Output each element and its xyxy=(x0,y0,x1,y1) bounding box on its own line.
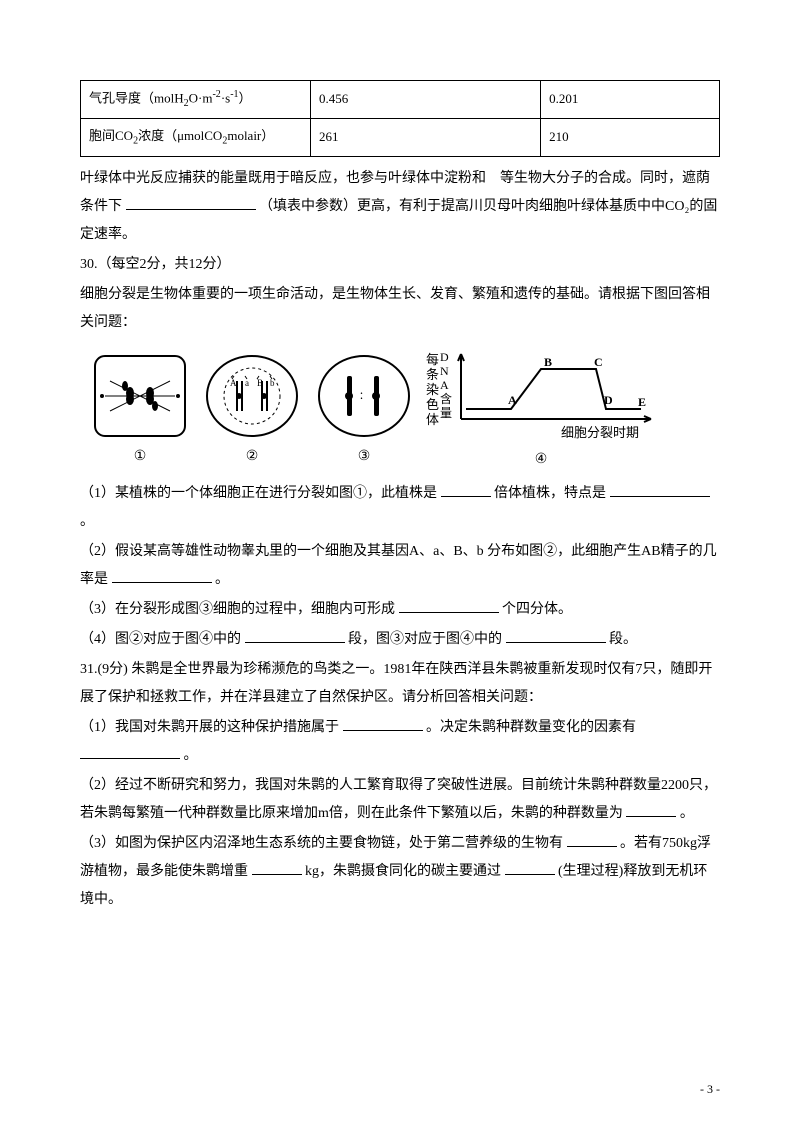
fill-blank xyxy=(245,629,345,643)
fill-blank xyxy=(399,599,499,613)
text: （2）经过不断研究和努力，我国对朱鹮的人工繁育取得了突破性进展。目前统计朱鹮种群… xyxy=(80,778,717,821)
q31-1: （1）我国对朱鹮开展的这种保护措施属于 。决定朱鹮种群数量变化的因素有 。 xyxy=(80,714,720,770)
text: （4）图②对应于图④中的 xyxy=(80,632,241,647)
svg-text:色: 色 xyxy=(426,397,439,412)
page-number: - 3 - xyxy=(700,1077,720,1101)
text: 个四分体。 xyxy=(502,602,572,617)
cell-v1: 0.456 xyxy=(311,81,541,119)
q30-4: （4）图②对应于图④中的 段，图③对应于图④中的 段。 xyxy=(80,626,720,654)
figure-1: ① xyxy=(90,351,190,471)
text: （1）某植株的一个体细胞正在进行分裂如图①，此植株是 xyxy=(80,486,437,501)
table-row: 胞间CO2浓度（μmolCO2molair） 261 210 xyxy=(81,118,720,156)
question-title: 30.（每空2分，共12分） xyxy=(80,251,720,279)
fill-blank xyxy=(567,833,617,847)
svg-text:E: E xyxy=(638,395,646,409)
fill-blank xyxy=(252,861,302,875)
text: 倍体植株，特点是 xyxy=(494,486,606,501)
fill-blank xyxy=(441,483,491,497)
text: 。决定朱鹮种群数量变化的因素有 xyxy=(426,720,636,735)
svg-text:D: D xyxy=(440,350,449,364)
fill-blank xyxy=(505,861,555,875)
svg-text:a: a xyxy=(245,378,249,388)
text: 。 xyxy=(184,748,198,763)
svg-text:体: 体 xyxy=(426,412,439,427)
fill-blank xyxy=(626,803,676,817)
svg-text:A: A xyxy=(440,378,449,392)
figure-3: ： ③ xyxy=(314,351,414,471)
svg-text:A: A xyxy=(230,378,237,388)
figure-row: ① A a B b ② ： ③ 每 条 xyxy=(90,349,720,474)
q31-title: 31.(9分) 朱鹮是全世界最为珍稀濒危的鸟类之一。1981年在陕西洋县朱鹮被重… xyxy=(80,656,720,712)
fig-label: ① xyxy=(134,443,147,471)
text: 。 xyxy=(215,572,229,587)
cell-v2: 0.201 xyxy=(541,81,720,119)
svg-text:C: C xyxy=(594,355,603,369)
svg-text:：: ： xyxy=(359,391,369,402)
svg-text:含: 含 xyxy=(440,391,452,406)
figure-2: A a B b ② xyxy=(202,351,302,471)
fill-blank xyxy=(610,483,710,497)
svg-text:B: B xyxy=(257,378,263,388)
text: 段。 xyxy=(609,632,637,647)
fill-blank xyxy=(343,717,423,731)
fill-blank xyxy=(80,745,180,759)
q30-1: （1）某植株的一个体细胞正在进行分裂如图①，此植株是 倍体植株，特点是 。 xyxy=(80,480,720,536)
cell-label: 气孔导度（molH2O·m-2·s-1） xyxy=(81,81,311,119)
fig-label: ③ xyxy=(358,443,371,471)
svg-text:量: 量 xyxy=(440,406,452,420)
figure-4-chart: 每 条 染 色 体 D N A 含 量 A B C D E 细胞分裂时期 ④ xyxy=(426,349,656,474)
fig-label: ② xyxy=(246,443,259,471)
y-axis-char: 每 xyxy=(426,352,439,367)
text: kg，朱鹮摄食同化的碳主要通过 xyxy=(305,864,501,879)
text: 段，图③对应于图④中的 xyxy=(348,632,502,647)
svg-text:N: N xyxy=(440,364,449,378)
q30-2: （2）假设某高等雄性动物睾丸里的一个细胞及其基因A、a、B、b 分布如图②，此细… xyxy=(80,538,720,594)
svg-text:B: B xyxy=(544,355,552,369)
q30-3: （3）在分裂形成图③细胞的过程中，细胞内可形成 个四分体。 xyxy=(80,596,720,624)
svg-text:b: b xyxy=(270,378,275,388)
q31-3: （3）如图为保护区内沼泽地生态系统的主要食物链，处于第二营养级的生物有 。若有7… xyxy=(80,830,720,914)
cell-label: 胞间CO2浓度（μmolCO2molair） xyxy=(81,118,311,156)
fill-blank xyxy=(126,196,256,210)
text: （1）我国对朱鹮开展的这种保护措施属于 xyxy=(80,720,339,735)
question-intro: 细胞分裂是生物体重要的一项生命活动，是生物体生长、发育、繁殖和遗传的基础。请根据… xyxy=(80,281,720,337)
q31-2: （2）经过不断研究和努力，我国对朱鹮的人工繁育取得了突破性进展。目前统计朱鹮种群… xyxy=(80,772,720,828)
cell-v2: 210 xyxy=(541,118,720,156)
svg-text:染: 染 xyxy=(426,382,439,397)
fill-blank xyxy=(112,569,212,583)
text: （3）如图为保护区内沼泽地生态系统的主要食物链，处于第二营养级的生物有 xyxy=(80,836,563,851)
text: （3）在分裂形成图③细胞的过程中，细胞内可形成 xyxy=(80,602,395,617)
svg-text:D: D xyxy=(604,393,613,407)
fill-blank xyxy=(506,629,606,643)
text: 。 xyxy=(80,514,94,529)
text: 。 xyxy=(680,806,694,821)
x-axis-label: 细胞分裂时期 xyxy=(561,425,639,440)
paragraph-text: 叶绿体中光反应捕获的能量既用于暗反应，也参与叶绿体中淀粉和 等生物大分子的合成。… xyxy=(80,165,720,249)
cell-v1: 261 xyxy=(311,118,541,156)
svg-text:A: A xyxy=(508,393,517,407)
fig-label: ④ xyxy=(535,446,548,474)
data-table: 气孔导度（molH2O·m-2·s-1） 0.456 0.201 胞间CO2浓度… xyxy=(80,80,720,157)
table-row: 气孔导度（molH2O·m-2·s-1） 0.456 0.201 xyxy=(81,81,720,119)
svg-text:条: 条 xyxy=(426,367,439,382)
